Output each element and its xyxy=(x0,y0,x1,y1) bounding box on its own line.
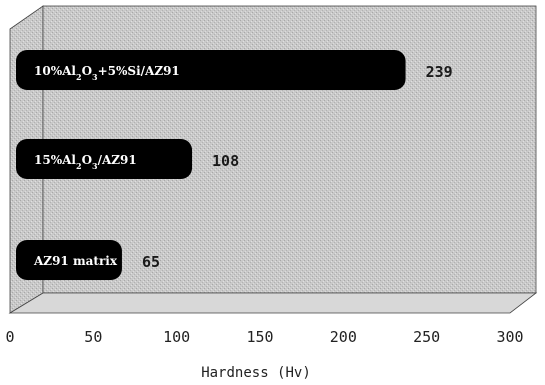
bars-group: 10%Al2O3+5%Si/AZ91 239 15%Al2O3/AZ91 108 AZ9… xyxy=(16,50,453,280)
bar-category-label-2: AZ91 matrix xyxy=(33,254,118,268)
bar-category-label-1: 15%Al2O3/AZ91 xyxy=(34,153,137,171)
x-tick-label-1: 50 xyxy=(84,328,102,346)
bar-category-label-0: 10%Al2O3+5%Si/AZ91 xyxy=(34,64,180,82)
bar-0 xyxy=(16,50,406,90)
plot-floor xyxy=(8,292,538,314)
x-tick-label-0: 0 xyxy=(5,328,14,346)
bar-1 xyxy=(16,139,193,179)
bar-2 xyxy=(16,240,122,280)
x-tick-label-2: 100 xyxy=(163,328,190,346)
x-tick-label-5: 250 xyxy=(413,328,440,346)
bar-value-label-2: 65 xyxy=(142,253,160,271)
bar-value-label-1: 108 xyxy=(212,152,239,170)
x-tick-label-3: 150 xyxy=(246,328,273,346)
bar-value-label-0: 239 xyxy=(426,63,453,81)
x-axis-label: Hardness (Hv) xyxy=(201,365,311,381)
x-tick-label-6: 300 xyxy=(496,328,523,346)
x-axis-ticks: 0 50 100 150 200 250 300 xyxy=(5,328,523,346)
x-tick-label-4: 200 xyxy=(330,328,357,346)
